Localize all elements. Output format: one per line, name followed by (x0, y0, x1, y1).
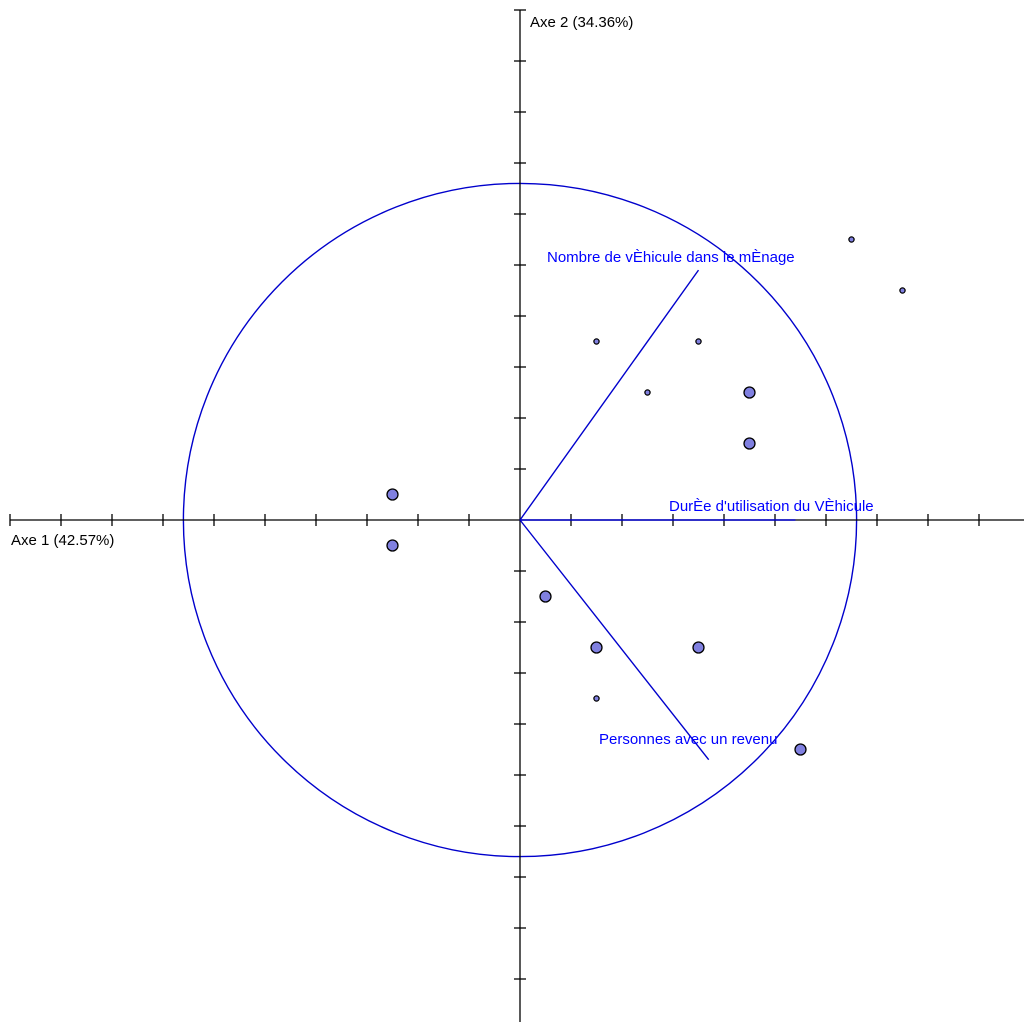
data-point (848, 236, 855, 243)
data-point (695, 338, 702, 345)
data-point (743, 386, 756, 399)
data-point (794, 743, 807, 756)
data-point (743, 437, 756, 450)
axes-layer: Axe 1 (42.57%) Axe 2 (34.36%) (9, 9, 1024, 1022)
data-point (644, 389, 651, 396)
data-point (386, 488, 399, 501)
vector-vehicle-count (519, 269, 700, 521)
variable-label-persons-income: Personnes avec un revenu (599, 731, 777, 748)
data-point (539, 590, 552, 603)
variable-labels-layer: Nombre de vÈhicule dans le mÈnage DurÈe … (547, 249, 874, 748)
data-point (590, 641, 603, 654)
vector-persons-income (519, 519, 710, 761)
data-point (899, 287, 906, 294)
x-axis-title: Axe 1 (42.57%) (11, 532, 114, 549)
data-point (593, 338, 600, 345)
y-axis-title: Axe 2 (34.36%) (530, 14, 633, 31)
data-point (593, 695, 600, 702)
axis-ticks (9, 9, 980, 980)
variable-vectors-layer (519, 269, 796, 761)
points-layer (386, 236, 906, 756)
data-point (692, 641, 705, 654)
data-point (386, 539, 399, 552)
variable-label-usage-duration: DurÈe d'utilisation du VÈhicule (669, 498, 874, 515)
variable-label-vehicle-count: Nombre de vÈhicule dans le mÈnage (547, 249, 795, 266)
